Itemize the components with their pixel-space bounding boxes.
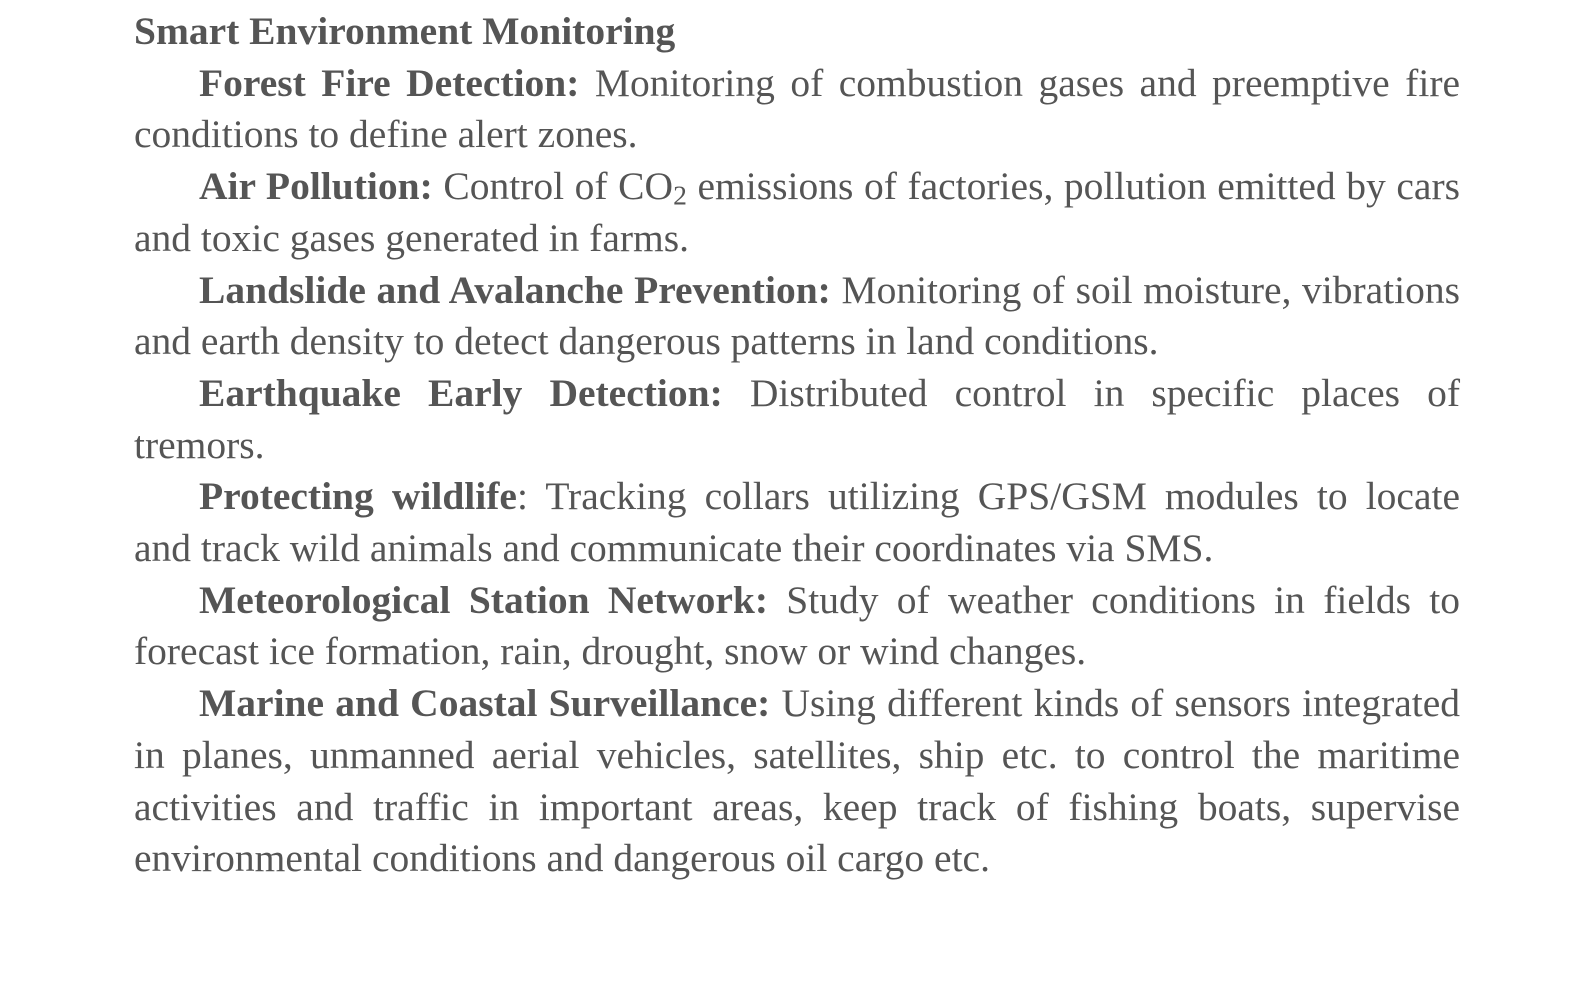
item-description: Monitoring of soil mois­ture, vibrations… (134, 267, 1460, 364)
list-item-air-pollution: Air Pollution: Control of CO2 emissions … (134, 161, 1460, 264)
list-item-earthquake-early-detection: Earthquake Early Detection: Distributed … (134, 368, 1460, 471)
list-item-marine-coastal-surveillance: Marine and Coastal Surveillance: Using d… (134, 678, 1460, 885)
item-description-start: Control of CO (432, 164, 674, 209)
item-term: Landslide and Avalanche Prevention: (199, 267, 831, 312)
item-description: : Tracking collars utilizing GPS/GSM mod… (134, 474, 1460, 571)
list-item-landslide-avalanche-prevention: Landslide and Avalanche Prevention: Moni… (134, 265, 1460, 368)
item-term: Protecting wildlife (199, 474, 517, 519)
list-item-forest-fire-detection: Forest Fire Detection: Monitoring of com… (134, 58, 1460, 161)
item-term: Marine and Coastal Surveillance: (199, 681, 771, 726)
list-item-meteorological-station-network: Meteorological Station Network: Study of… (134, 575, 1460, 678)
item-description: Monitoring of combustion gases and preem… (134, 60, 1460, 157)
item-description: Using different kinds of sen­sors integr… (134, 681, 1461, 881)
item-term: Air Pollution: (199, 164, 433, 209)
section-heading: Smart Environment Monitoring (134, 9, 676, 53)
item-description: Distributed control in specific places o… (134, 370, 1460, 467)
item-description: Study of weather conditions in fields to… (134, 577, 1460, 674)
item-description-end: emissions of factories, pollution emitte… (134, 164, 1460, 260)
document-page: Smart Environment Monitoring Forest Fire… (134, 6, 1460, 885)
item-term: Earthquake Early Detection: (199, 370, 723, 415)
item-term: Forest Fire Detection: (199, 60, 580, 105)
item-term: Meteorological Station Network: (199, 577, 768, 622)
subscript-2: 2 (673, 179, 687, 211)
list-item-protecting-wildlife: Protecting wildlife: Tracking collars ut… (134, 471, 1460, 574)
